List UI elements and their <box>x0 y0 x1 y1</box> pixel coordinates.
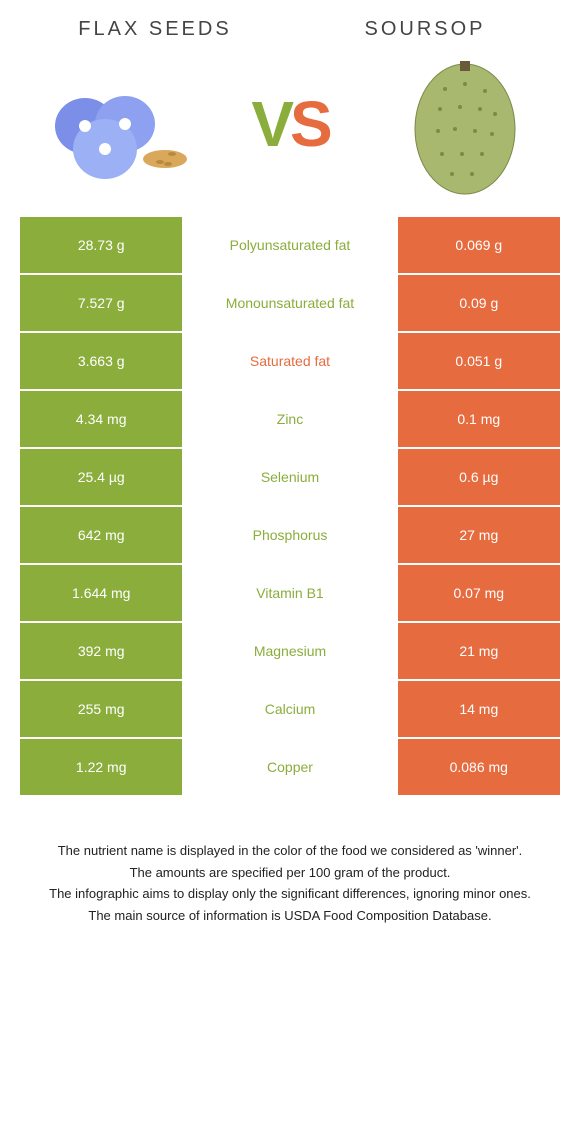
table-row: 392 mgMagnesium21 mg <box>20 623 560 679</box>
value-right: 0.1 mg <box>398 391 560 447</box>
table-row: 7.527 gMonounsaturated fat0.09 g <box>20 275 560 331</box>
nutrient-name: Copper <box>184 739 395 795</box>
footnotes: The nutrient name is displayed in the co… <box>20 841 560 925</box>
value-left: 255 mg <box>20 681 182 737</box>
value-left: 1.644 mg <box>20 565 182 621</box>
title-right: SOURSOP <box>290 18 560 41</box>
vs-label: VS <box>251 87 328 161</box>
value-right: 0.09 g <box>398 275 560 331</box>
title-left: FLAX SEEDS <box>20 18 290 41</box>
footnote-line: The main source of information is USDA F… <box>28 906 552 926</box>
value-left: 3.663 g <box>20 333 182 389</box>
value-right: 0.069 g <box>398 217 560 273</box>
value-right: 0.086 mg <box>398 739 560 795</box>
table-row: 3.663 gSaturated fat0.051 g <box>20 333 560 389</box>
table-row: 255 mgCalcium14 mg <box>20 681 560 737</box>
nutrient-name: Magnesium <box>184 623 395 679</box>
table-row: 25.4 µgSelenium0.6 µg <box>20 449 560 505</box>
value-right: 21 mg <box>398 623 560 679</box>
value-right: 27 mg <box>398 507 560 563</box>
nutrient-name: Monounsaturated fat <box>184 275 395 331</box>
value-left: 7.527 g <box>20 275 182 331</box>
value-right: 14 mg <box>398 681 560 737</box>
vs-v: V <box>251 87 290 161</box>
value-left: 28.73 g <box>20 217 182 273</box>
soursop-image <box>380 49 550 199</box>
footnote-line: The infographic aims to display only the… <box>28 884 552 904</box>
nutrient-name: Vitamin B1 <box>184 565 395 621</box>
value-right: 0.6 µg <box>398 449 560 505</box>
nutrient-name: Phosphorus <box>184 507 395 563</box>
nutrient-name: Zinc <box>184 391 395 447</box>
value-left: 25.4 µg <box>20 449 182 505</box>
table-row: 1.644 mgVitamin B10.07 mg <box>20 565 560 621</box>
table-row: 28.73 gPolyunsaturated fat0.069 g <box>20 217 560 273</box>
value-left: 642 mg <box>20 507 182 563</box>
value-right: 0.07 mg <box>398 565 560 621</box>
infographic: FLAX SEEDS SOURSOP VS <box>0 0 580 957</box>
value-left: 1.22 mg <box>20 739 182 795</box>
table-row: 4.34 mgZinc0.1 mg <box>20 391 560 447</box>
table-row: 1.22 mgCopper0.086 mg <box>20 739 560 795</box>
nutrient-name: Calcium <box>184 681 395 737</box>
titles-row: FLAX SEEDS SOURSOP <box>20 18 560 41</box>
footnote-line: The amounts are specified per 100 gram o… <box>28 863 552 883</box>
nutrient-name: Polyunsaturated fat <box>184 217 395 273</box>
value-left: 392 mg <box>20 623 182 679</box>
value-left: 4.34 mg <box>20 391 182 447</box>
nutrient-name: Saturated fat <box>184 333 395 389</box>
vs-s: S <box>290 87 329 161</box>
value-right: 0.051 g <box>398 333 560 389</box>
footnote-line: The nutrient name is displayed in the co… <box>28 841 552 861</box>
comparison-table: 28.73 gPolyunsaturated fat0.069 g7.527 g… <box>20 217 560 795</box>
nutrient-name: Selenium <box>184 449 395 505</box>
images-row: VS <box>20 49 560 217</box>
table-row: 642 mgPhosphorus27 mg <box>20 507 560 563</box>
flax-seeds-image <box>30 49 200 199</box>
